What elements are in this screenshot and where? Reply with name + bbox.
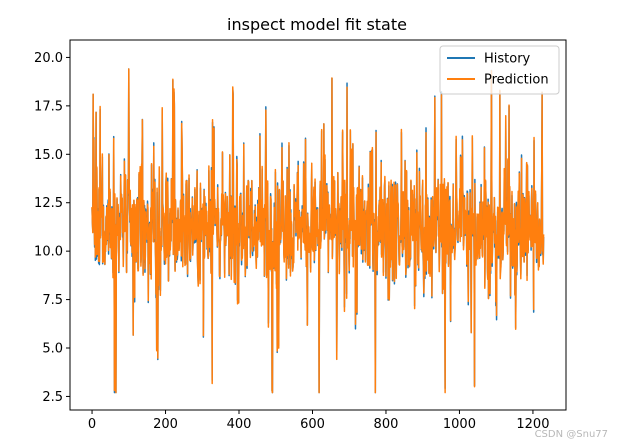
y-tick-label: 7.5 xyxy=(42,293,63,308)
x-axis: 0 200 400 600 800 1000 1200 xyxy=(88,410,549,432)
x-tick-label: 400 xyxy=(227,417,252,432)
axes-frame xyxy=(69,39,567,411)
y-tick-label: 20.0 xyxy=(34,51,63,66)
watermark: CSDN @Snu77 xyxy=(534,429,608,440)
x-tick-label: 0 xyxy=(88,417,96,432)
legend-prediction-label: Prediction xyxy=(484,73,549,88)
legend: History Prediction xyxy=(439,45,560,95)
x-tick-label: 1000 xyxy=(443,417,476,432)
y-tick-label: 5.0 xyxy=(42,342,63,357)
legend-history-label: History xyxy=(484,52,531,67)
series-line-prediction xyxy=(91,68,545,394)
series-layer xyxy=(91,68,545,394)
y-tick-label: 17.5 xyxy=(34,99,63,114)
x-tick-label: 800 xyxy=(374,417,399,432)
x-tick-label: 600 xyxy=(300,417,325,432)
x-tick-label: 1200 xyxy=(516,417,549,432)
x-tick-label: 200 xyxy=(153,417,178,432)
y-tick-label: 15.0 xyxy=(34,148,63,163)
y-tick-label: 10.0 xyxy=(34,245,63,260)
chart-title: inspect model fit state xyxy=(227,15,407,34)
y-axis: 2.5 5.0 7.5 10.0 12.5 15.0 17.5 20.0 xyxy=(34,51,70,405)
y-tick-label: 12.5 xyxy=(34,196,63,211)
y-tick-label: 2.5 xyxy=(42,390,63,405)
